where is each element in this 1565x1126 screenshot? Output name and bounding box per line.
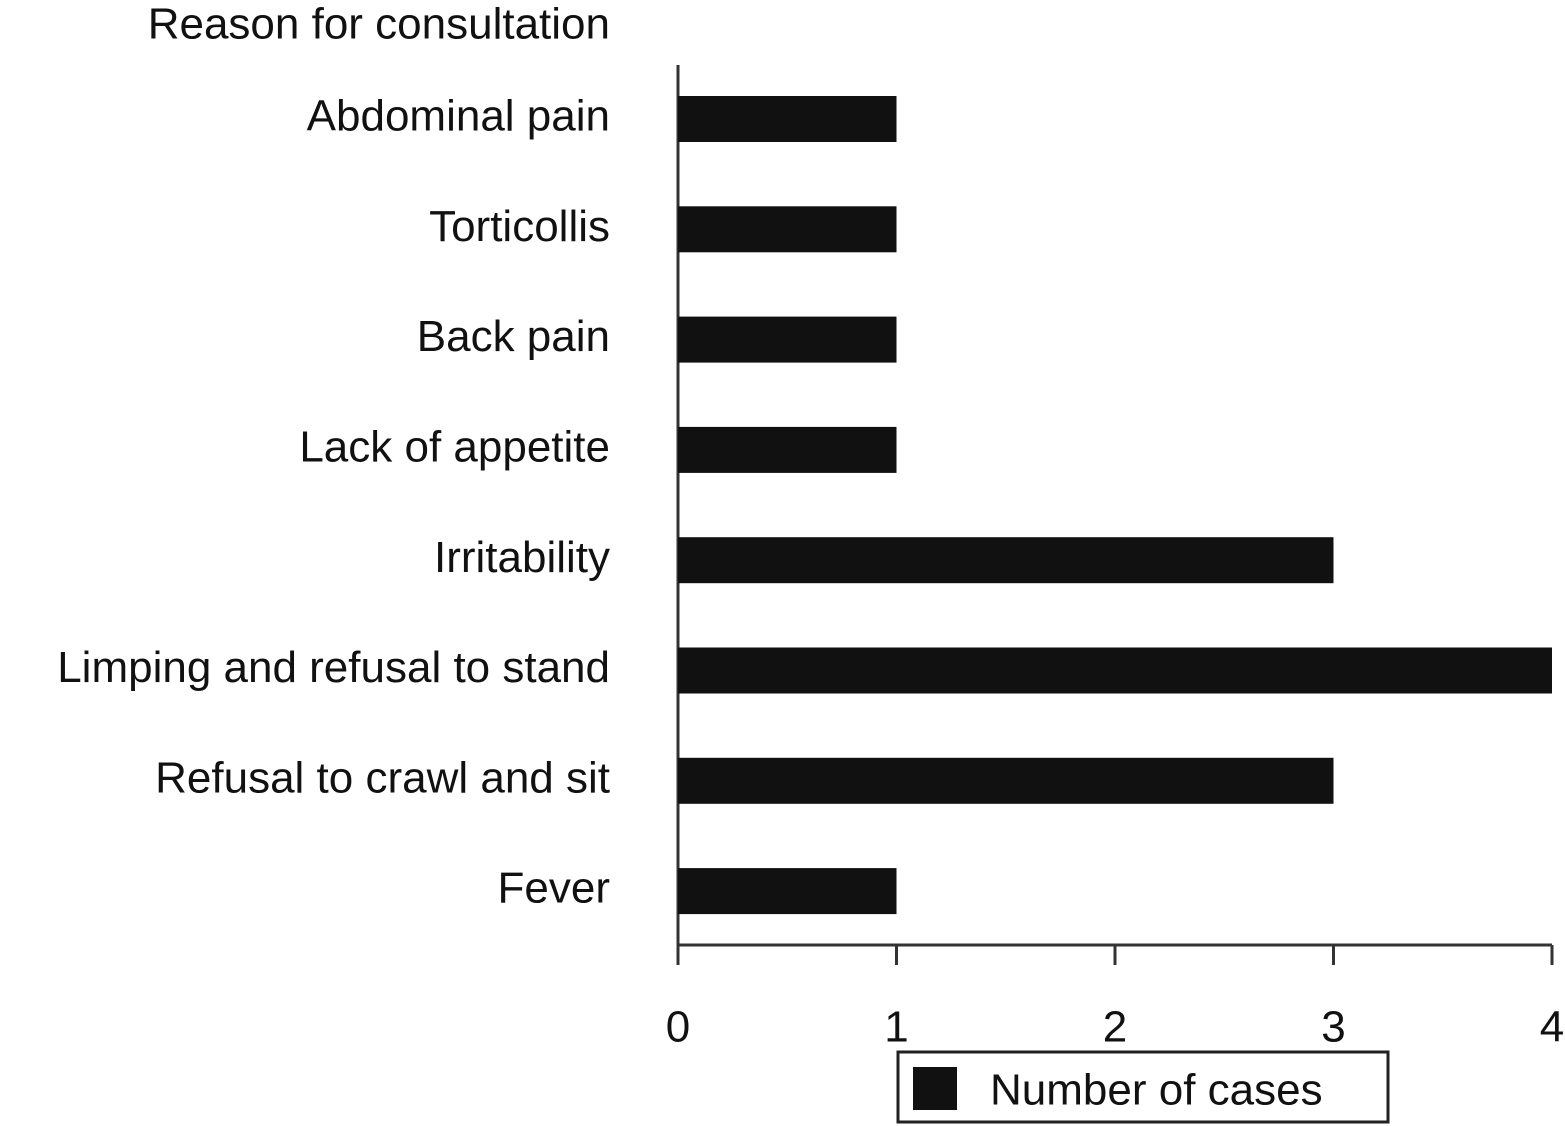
bar bbox=[678, 96, 897, 142]
bar bbox=[678, 537, 1334, 584]
x-tick-label: 1 bbox=[884, 1003, 908, 1052]
bar bbox=[678, 316, 897, 363]
legend-box bbox=[896, 1050, 1390, 1124]
y-tick-label: Lack of appetite bbox=[299, 423, 610, 472]
y-tick-label: Fever bbox=[498, 864, 610, 913]
y-tick-label: Torticollis bbox=[429, 202, 610, 251]
bar bbox=[678, 757, 1334, 804]
x-tick-label: 3 bbox=[1321, 1003, 1345, 1052]
bar bbox=[678, 647, 1552, 694]
bar bbox=[678, 206, 897, 253]
x-tick-label: 2 bbox=[1103, 1003, 1127, 1052]
x-tick-label: 0 bbox=[666, 1003, 690, 1052]
y-tick-label: Abdominal pain bbox=[307, 92, 610, 141]
x-tick-label: 4 bbox=[1540, 1003, 1564, 1052]
legend-label: Number of cases bbox=[990, 1066, 1323, 1115]
legend-swatch bbox=[913, 1067, 957, 1110]
bar bbox=[678, 426, 897, 473]
y-tick-label: Irritability bbox=[434, 533, 610, 582]
y-tick-label: Back pain bbox=[417, 312, 610, 361]
chart-title: Reason for consultation bbox=[148, 0, 610, 49]
y-tick-label: Refusal to crawl and sit bbox=[155, 753, 610, 802]
bar bbox=[678, 868, 897, 915]
y-tick-label: Limping and refusal to stand bbox=[57, 643, 610, 692]
